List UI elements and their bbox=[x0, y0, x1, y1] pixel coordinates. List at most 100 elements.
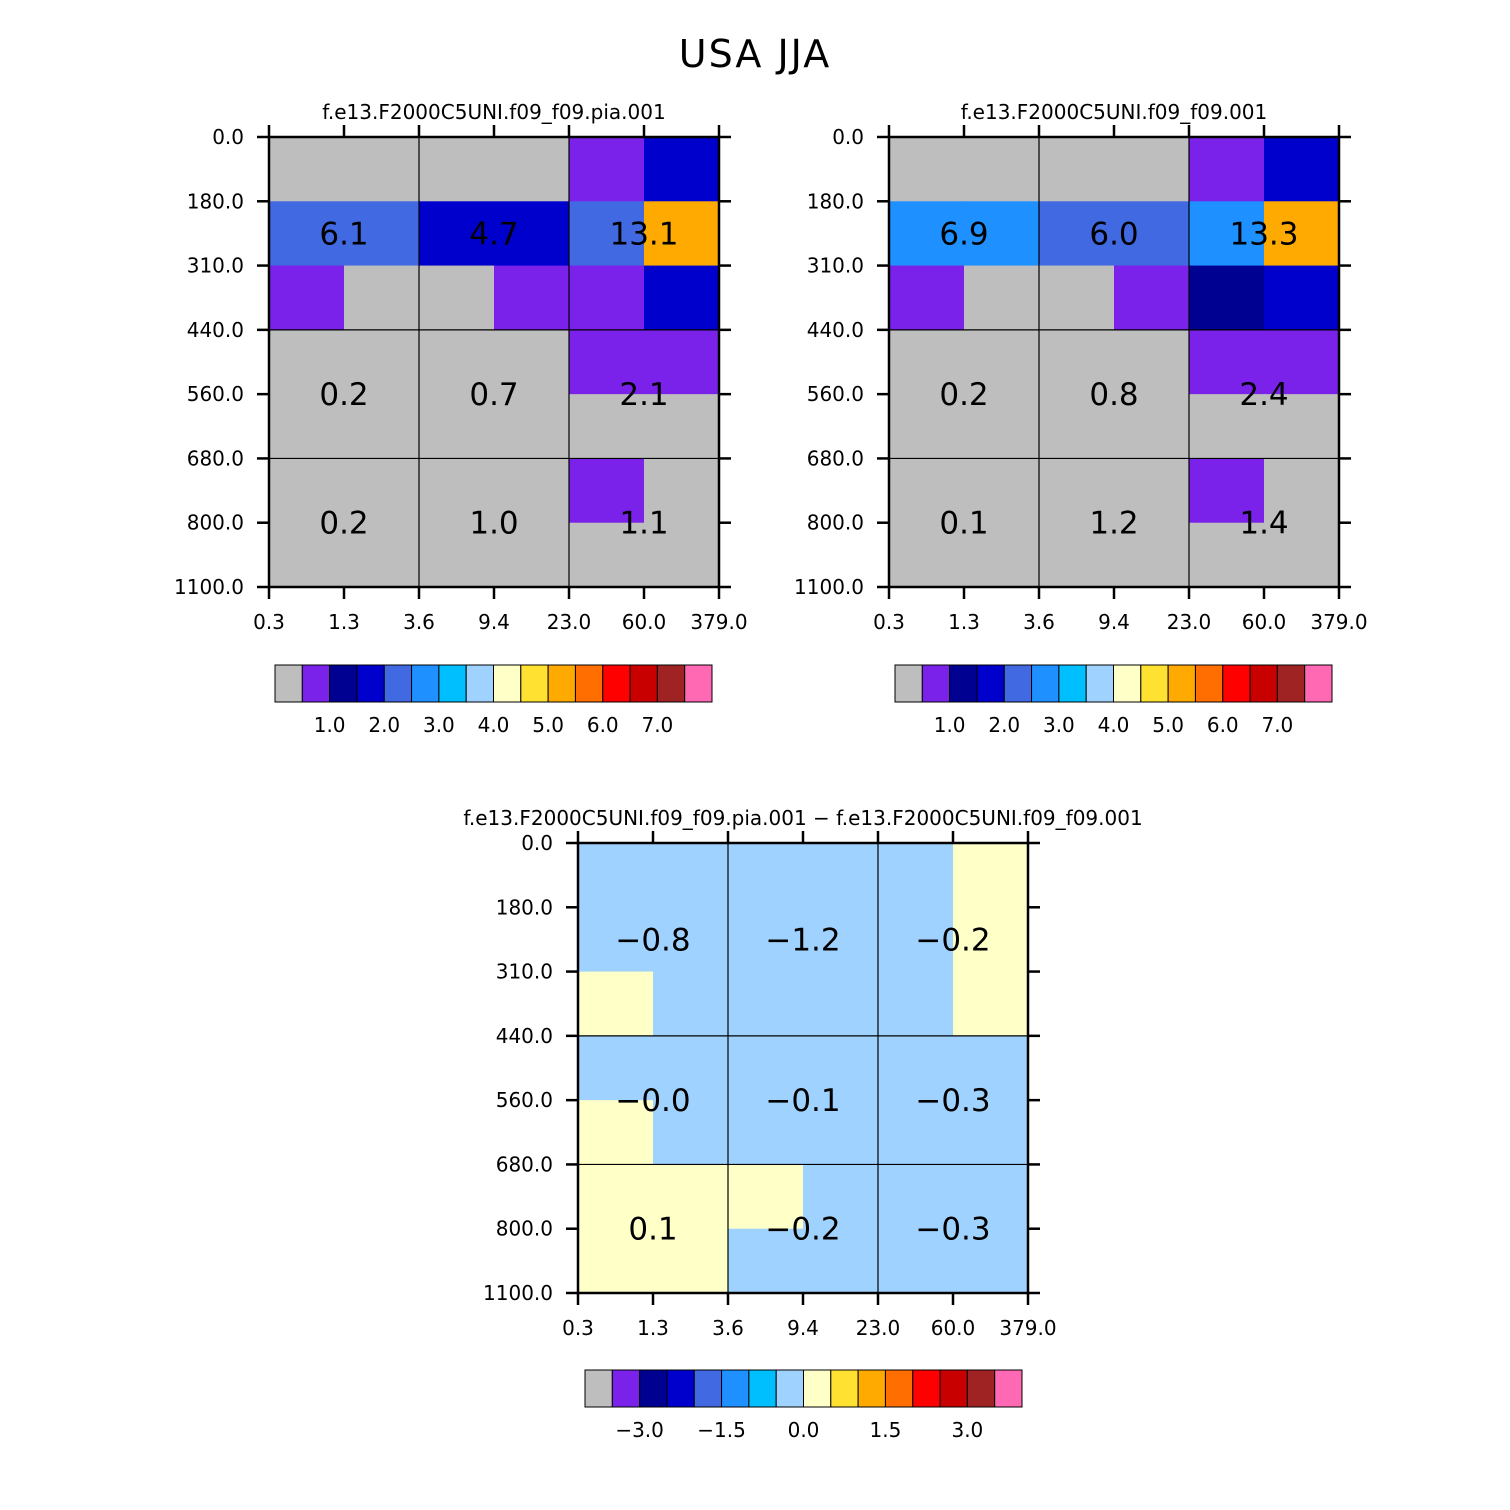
colorbar-swatch bbox=[274, 664, 303, 703]
y-tick-label: 0.0 bbox=[212, 125, 244, 149]
y-tick-label: 440.0 bbox=[187, 318, 244, 342]
heatmap-cell bbox=[344, 394, 420, 459]
cell-value-label: 1.2 bbox=[1089, 506, 1138, 542]
heatmap-cell bbox=[878, 1164, 954, 1230]
colorbar-swatch bbox=[1222, 664, 1251, 703]
heatmap-panel-3: f.e13.F2000C5UNI.f09_f09.pia.001 − f.e13… bbox=[463, 806, 1142, 1442]
cell-value-label: −1.2 bbox=[765, 922, 840, 958]
heatmap-cell bbox=[889, 201, 965, 267]
colorbar-swatch bbox=[639, 1369, 668, 1408]
colorbar-swatch bbox=[966, 1369, 996, 1408]
colorbar-swatch bbox=[383, 664, 413, 703]
heatmap-cell bbox=[1189, 201, 1265, 267]
heatmap-cell bbox=[644, 394, 720, 459]
heatmap-cell bbox=[953, 1164, 1029, 1230]
heatmap-cell bbox=[728, 1035, 804, 1101]
colorbar-label: 7.0 bbox=[1261, 713, 1293, 737]
y-tick-label: 440.0 bbox=[496, 1024, 553, 1048]
panel-title: f.e13.F2000C5UNI.f09_f09.pia.001 − f.e13… bbox=[463, 806, 1142, 830]
colorbar-swatch bbox=[830, 1369, 859, 1408]
colorbar-swatch bbox=[356, 664, 385, 703]
cell-value-label: 2.1 bbox=[619, 377, 668, 413]
heatmap-cell bbox=[419, 137, 495, 202]
y-tick-label: 680.0 bbox=[187, 446, 244, 470]
x-tick-label: 379.0 bbox=[999, 1316, 1056, 1340]
heatmap-cell bbox=[653, 971, 729, 1037]
cell-value-label: −0.2 bbox=[915, 922, 990, 958]
heatmap-cell bbox=[578, 843, 654, 908]
heatmap-cell bbox=[953, 971, 1029, 1037]
heatmap-cell bbox=[889, 458, 965, 524]
y-tick-label: 0.0 bbox=[521, 831, 553, 855]
heatmap-cell bbox=[878, 843, 954, 908]
x-tick-label: 60.0 bbox=[1242, 610, 1287, 634]
colorbar-swatch bbox=[684, 664, 713, 703]
heatmap-cell bbox=[653, 1164, 729, 1230]
colorbar-label: 0.0 bbox=[788, 1418, 820, 1442]
y-tick-label: 560.0 bbox=[187, 382, 244, 406]
heatmap-cell bbox=[419, 394, 495, 459]
heatmap-cell bbox=[1114, 265, 1190, 331]
heatmap-cell bbox=[889, 265, 965, 331]
heatmap-cell bbox=[644, 137, 720, 202]
x-tick-label: 9.4 bbox=[478, 610, 510, 634]
colorbar-swatch bbox=[329, 664, 358, 703]
colorbar-swatch bbox=[1085, 664, 1114, 703]
heatmap-cell bbox=[494, 522, 570, 588]
heatmap-cell bbox=[494, 458, 570, 524]
x-tick-label: 23.0 bbox=[547, 610, 592, 634]
x-tick-label: 1.3 bbox=[948, 610, 980, 634]
colorbar-swatch bbox=[611, 1369, 641, 1408]
heatmap-cell bbox=[269, 265, 345, 331]
heatmap-cell bbox=[889, 394, 965, 459]
colorbar-swatch bbox=[857, 1369, 886, 1408]
heatmap-cell bbox=[1039, 458, 1115, 524]
heatmap-cell bbox=[653, 843, 729, 908]
heatmap-cell bbox=[964, 329, 1040, 395]
heatmap-cell bbox=[653, 1035, 729, 1101]
y-tick-label: 1100.0 bbox=[794, 575, 864, 599]
colorbar-swatch bbox=[775, 1369, 804, 1408]
heatmap-cell bbox=[953, 1035, 1029, 1101]
heatmap-cell bbox=[964, 137, 1040, 202]
colorbar-swatch bbox=[547, 664, 576, 703]
heatmap-cell bbox=[1039, 329, 1115, 395]
colorbar-swatch bbox=[584, 1369, 613, 1408]
heatmap-cell bbox=[494, 265, 570, 331]
y-tick-label: 310.0 bbox=[807, 254, 864, 278]
colorbar-swatch bbox=[666, 1369, 695, 1408]
heatmap-cell bbox=[1039, 265, 1115, 331]
heatmap-cell bbox=[878, 1228, 954, 1294]
colorbar-swatch bbox=[602, 664, 631, 703]
colorbar-label: 2.0 bbox=[988, 713, 1020, 737]
heatmap-cell bbox=[803, 1164, 879, 1230]
heatmap-cell bbox=[728, 1164, 804, 1230]
main-title: USA JJA bbox=[678, 32, 832, 76]
colorbar-label: 7.0 bbox=[641, 713, 673, 737]
y-tick-label: 800.0 bbox=[807, 511, 864, 535]
heatmap-cell bbox=[803, 843, 879, 908]
cell-value-label: −0.3 bbox=[915, 1083, 990, 1119]
heatmap-cell bbox=[953, 1228, 1029, 1294]
y-tick-label: 1100.0 bbox=[174, 575, 244, 599]
heatmap-cell bbox=[964, 201, 1040, 267]
cell-value-label: −0.2 bbox=[765, 1212, 840, 1248]
cell-value-label: 13.3 bbox=[1229, 216, 1298, 252]
heatmap-cell bbox=[344, 137, 420, 202]
x-tick-label: 379.0 bbox=[690, 610, 747, 634]
heatmap-cell bbox=[1039, 522, 1115, 588]
panel-title: f.e13.F2000C5UNI.f09_f09.001 bbox=[961, 100, 1268, 124]
heatmap-cell bbox=[1039, 201, 1115, 267]
x-tick-label: 0.3 bbox=[253, 610, 285, 634]
cell-value-label: 1.1 bbox=[619, 506, 668, 542]
y-tick-label: 560.0 bbox=[496, 1088, 553, 1112]
x-tick-label: 0.3 bbox=[562, 1316, 594, 1340]
colorbar-swatch bbox=[1167, 664, 1196, 703]
heatmap-cell bbox=[964, 522, 1040, 588]
colorbar-swatch bbox=[438, 664, 467, 703]
cell-value-label: 0.7 bbox=[469, 377, 518, 413]
heatmap-cell bbox=[1114, 329, 1190, 395]
colorbar-swatch bbox=[949, 664, 978, 703]
heatmap-cell bbox=[728, 1100, 804, 1165]
